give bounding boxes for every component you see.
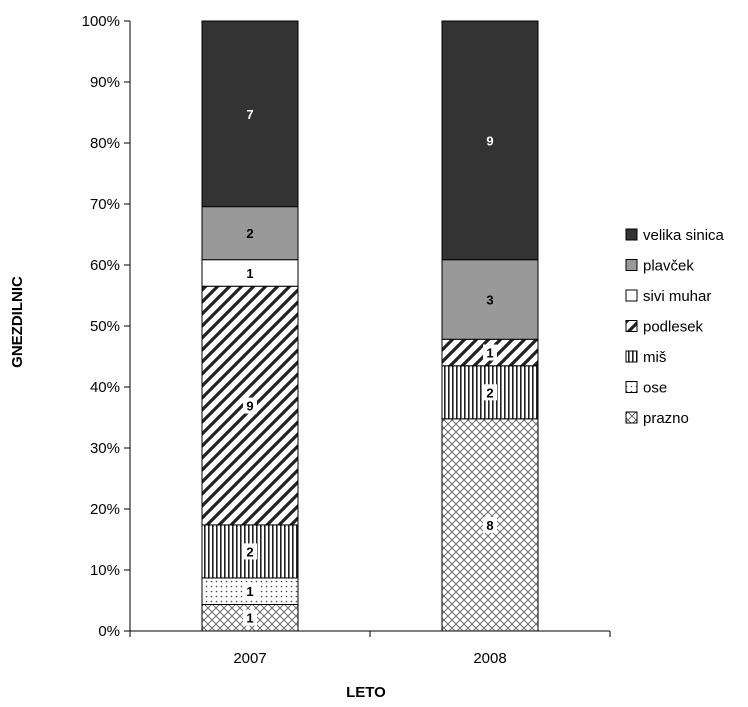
segment-label-background	[243, 583, 257, 600]
legend-swatch-sivi-muhar	[625, 289, 638, 302]
legend-swatch-prazno	[625, 411, 638, 424]
y-tick-label: 80%	[90, 135, 120, 152]
y-tick-label: 10%	[90, 562, 120, 579]
y-tick-label: 90%	[90, 74, 120, 91]
segment-value-label: 9	[486, 133, 493, 148]
bar-segment-2008-velika-sinica	[441, 20, 539, 261]
segment-value-label: 7	[246, 107, 253, 122]
segment-value-label: 1	[246, 611, 253, 626]
legend-swatch-velika-sinica	[625, 228, 638, 241]
segment-value-label: 1	[246, 266, 253, 281]
segment-value-label: 3	[486, 292, 493, 307]
legend-label-ose: ose	[643, 380, 667, 397]
segment-label-background	[483, 516, 497, 533]
bars: 1 1 2 9 1 2 7 8 2 1 3 9	[201, 20, 539, 632]
x-tick-labels: 2007 2008	[233, 650, 506, 667]
segment-label-background	[243, 609, 257, 626]
y-tick-label: 100%	[82, 13, 120, 30]
segment-value-label: 1	[486, 346, 493, 361]
legend: velika sinica plavček sivi muhar podlesek mi…	[625, 227, 725, 427]
bar-segment-2007-sivi-muhar	[201, 259, 299, 287]
legend-swatch-miš	[625, 350, 638, 363]
segment-value-label: 9	[246, 399, 253, 414]
y-axis-title: GNEZDILNIC	[9, 276, 26, 368]
y-tick-label: 30%	[90, 440, 120, 457]
bar-segment-2007-plavček	[201, 206, 299, 261]
y-tick-label: 60%	[90, 257, 120, 274]
y-tick-label: 20%	[90, 501, 120, 518]
legend-swatch-ose	[625, 381, 638, 393]
y-tick-labels: 0% 10% 20% 30% 40% 50% 60% 70% 80% 90% 100%	[82, 13, 120, 640]
legend-label-prazno: prazno	[643, 410, 689, 427]
x-tick-label-2008: 2008	[473, 650, 506, 667]
y-tick-label: 40%	[90, 379, 120, 396]
segment-value-label: 1	[246, 584, 253, 599]
segment-label-background	[243, 543, 257, 560]
legend-label-sivi-muhar: sivi muhar	[643, 288, 711, 305]
y-tick-label: 50%	[90, 318, 120, 335]
y-tick-label: 70%	[90, 196, 120, 213]
segment-value-label: 8	[486, 518, 493, 533]
segment-value-label: 2	[246, 544, 253, 559]
legend-swatch-plavček	[625, 259, 638, 271]
bar-segment-2008-plavček	[441, 259, 539, 340]
segment-value-label: 2	[486, 385, 493, 400]
segment-label-background	[483, 384, 497, 401]
legend-swatch-podlesek	[625, 320, 638, 332]
legend-label-podlesek: podlesek	[643, 319, 704, 336]
y-tick-label: 0%	[98, 623, 120, 640]
segment-value-label: 2	[246, 226, 253, 241]
segment-label-background	[483, 344, 497, 361]
bar-segment-2007-velika-sinica	[201, 20, 299, 208]
x-axis-title: LETO	[346, 684, 386, 701]
legend-label-miš: miš	[643, 349, 666, 366]
legend-label-velika-sinica: velika sinica	[643, 227, 725, 244]
segment-label-background	[243, 397, 257, 414]
x-tick-label-2007: 2007	[233, 650, 266, 667]
legend-label-plavček: plavček	[643, 258, 694, 275]
